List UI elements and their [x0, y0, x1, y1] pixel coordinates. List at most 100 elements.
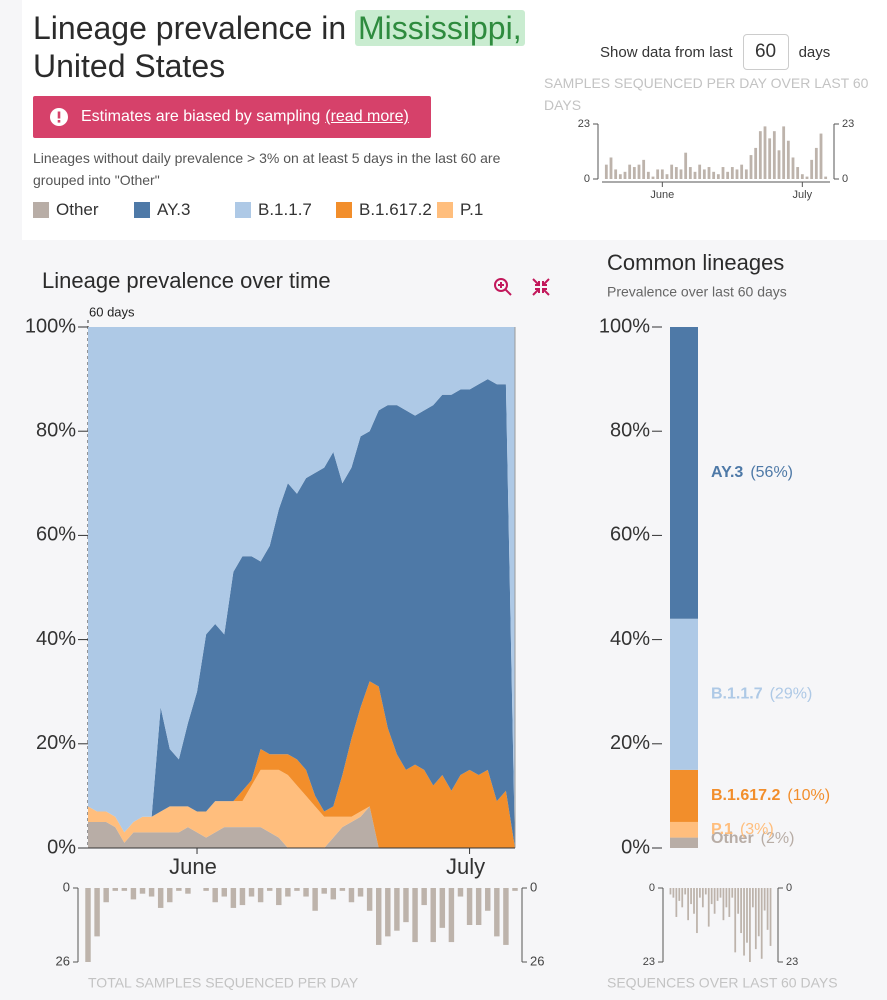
- legend-item[interactable]: B.1.617.2: [336, 200, 437, 220]
- bar: [430, 888, 436, 943]
- bar: [786, 140, 790, 179]
- bar: [276, 888, 282, 906]
- x-tick-label: July: [446, 854, 485, 879]
- bar: [609, 157, 613, 179]
- bar: [743, 888, 745, 956]
- bar: [675, 888, 678, 917]
- bar: [203, 888, 209, 891]
- bar: [167, 888, 173, 903]
- segment-name: B.1.617.2: [711, 787, 780, 804]
- bar: [312, 888, 318, 911]
- chart-title: SAMPLES SEQUENCED PER DAY OVER LAST 60 D…: [544, 75, 869, 113]
- bar: [760, 888, 763, 959]
- y-tick-label: 20%: [36, 732, 76, 754]
- bar: [757, 888, 760, 937]
- bar: [669, 888, 672, 895]
- bar: [749, 888, 751, 962]
- chart-title: Common lineages: [607, 250, 784, 275]
- bar: [357, 888, 364, 897]
- bar: [712, 171, 716, 179]
- x-tick-label: June: [169, 854, 217, 879]
- y-tick-label: 23: [578, 118, 590, 130]
- segment-name: B.1.1.7: [711, 686, 763, 703]
- bar: [693, 888, 695, 914]
- bar: [448, 888, 455, 943]
- legend-swatch: [33, 202, 49, 218]
- bar: [679, 169, 683, 179]
- y-tick-label: 20%: [610, 732, 650, 754]
- y-tick-label: 23: [786, 956, 798, 968]
- bar: [375, 888, 382, 945]
- bar: [693, 171, 697, 179]
- bar: [466, 888, 473, 925]
- legend-item[interactable]: AY.3: [134, 200, 235, 220]
- bar: [754, 888, 757, 950]
- y-tick-label: 0: [842, 173, 848, 185]
- y-tick-label: 80%: [36, 419, 76, 441]
- bar: [678, 888, 681, 901]
- bar: [735, 169, 739, 179]
- read-more-link[interactable]: (read more): [325, 108, 409, 125]
- legend-item[interactable]: Other: [33, 200, 134, 220]
- bar: [731, 888, 734, 898]
- bar: [768, 138, 772, 179]
- title-country: United States: [33, 48, 226, 84]
- bar: [212, 888, 218, 903]
- y-tick-label: 0: [786, 882, 792, 894]
- bar: [294, 888, 300, 891]
- bar: [148, 888, 155, 897]
- bar: [176, 888, 182, 891]
- bar: [740, 888, 742, 934]
- bar: [670, 164, 674, 179]
- x-tick-label: June: [650, 189, 674, 201]
- y-tick-label: 100%: [25, 315, 76, 337]
- bar: [112, 888, 118, 891]
- bar: [688, 167, 692, 179]
- zoom-in-icon[interactable]: [494, 278, 512, 296]
- bar: [824, 176, 828, 179]
- legend-item[interactable]: B.1.1.7: [235, 200, 336, 220]
- y-tick-label: 0: [63, 879, 70, 894]
- bar: [457, 888, 464, 897]
- bar: [632, 167, 636, 179]
- segment-value: (56%): [750, 464, 793, 481]
- controls: Show data from last 60 days: [600, 34, 830, 70]
- page-title: Lineage prevalence in Mississippi, United…: [33, 9, 525, 85]
- bar: [800, 174, 804, 179]
- segment-label: B.1.1.7 (29%): [711, 686, 812, 703]
- bar: [139, 888, 146, 894]
- legend: Other AY.3 B.1.1.7 B.1.617.2 P.1: [33, 200, 538, 220]
- bar-segment: [670, 837, 698, 848]
- bar: [749, 155, 753, 179]
- bar: [665, 174, 669, 179]
- bar: [642, 159, 646, 179]
- annotation: 60 days: [89, 304, 135, 319]
- bar: [763, 888, 766, 911]
- compress-icon[interactable]: [532, 278, 550, 296]
- y-tick-label: 23: [643, 956, 655, 968]
- bar: [494, 888, 500, 937]
- bar: [696, 888, 698, 934]
- bar: [725, 888, 728, 908]
- bar-segment: [670, 769, 698, 822]
- bar: [758, 131, 762, 179]
- bar: [248, 888, 255, 897]
- bar: [754, 147, 758, 179]
- bar: [656, 169, 660, 179]
- legend-item[interactable]: P.1: [437, 200, 538, 220]
- y-tick-label: 26: [530, 953, 544, 968]
- bar: [366, 888, 373, 911]
- bar: [819, 133, 823, 179]
- bar: [660, 169, 664, 179]
- bar: [94, 888, 100, 937]
- bar-segment: [670, 327, 698, 619]
- bar: [303, 888, 309, 897]
- location[interactable]: Mississippi,: [355, 10, 525, 46]
- y-tick-label: 0: [649, 882, 655, 894]
- bar: [157, 888, 164, 908]
- bar: [394, 888, 400, 931]
- days-input[interactable]: 60: [742, 34, 789, 70]
- bar: [330, 888, 337, 900]
- bar: [339, 888, 346, 891]
